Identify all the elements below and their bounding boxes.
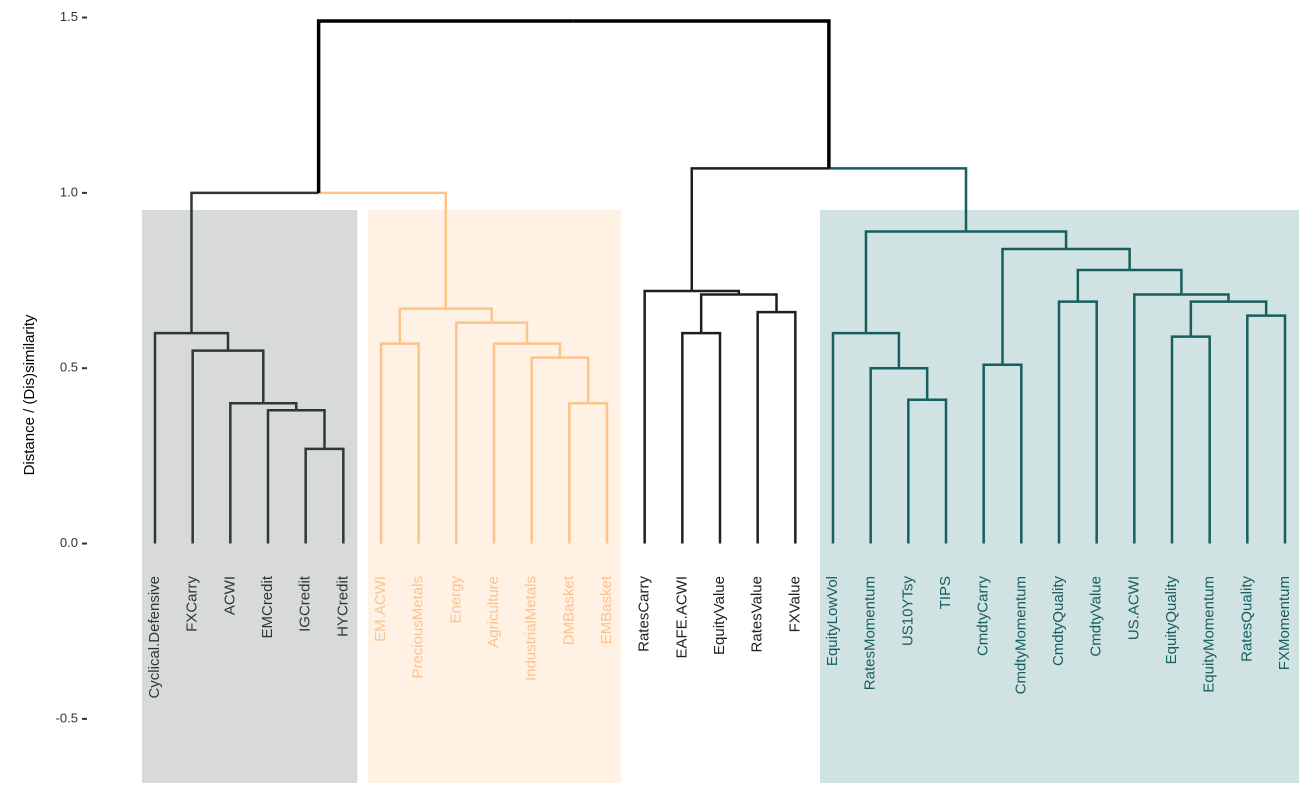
dendrogram-link [982, 363, 1003, 544]
dendrogram-link [690, 167, 829, 292]
leaf-label: EquityValue [711, 576, 728, 655]
dendrogram-link [756, 310, 777, 544]
dendrogram-link [966, 230, 1068, 249]
dendrogram-link [445, 307, 493, 323]
dendrogram-link [1181, 293, 1230, 302]
dendrogram-link [588, 402, 609, 544]
dendrogram-link [1228, 300, 1268, 316]
leaf-label: FXValue [786, 576, 803, 632]
dendrogram-link [681, 331, 702, 544]
leaf-label: IGCredit [297, 575, 314, 632]
dendrogram-link [1076, 268, 1130, 302]
leaf-label: US.ACWI [1125, 576, 1142, 640]
y-tick-label: 0.5 [60, 360, 78, 375]
dendrogram-link [491, 321, 529, 344]
leaf-label: RatesValue [749, 576, 766, 652]
dendrogram-link [573, 19, 831, 169]
dendrogram-link [266, 409, 297, 544]
dendrogram-link [701, 331, 722, 544]
dendrogram-link [699, 293, 739, 334]
leaf-label: EM.ACWI [372, 576, 389, 642]
dendrogram-link [398, 307, 446, 344]
leaf-label: FXMomentum [1276, 576, 1293, 670]
dendrogram-link [865, 331, 901, 369]
leaf-label: EquityQuality [1163, 576, 1180, 665]
dendrogram-link [1129, 268, 1183, 295]
leaf-label: RatesCarry [636, 576, 653, 652]
dendrogram-link [1189, 300, 1229, 337]
leaf-label: US10YTsy [899, 576, 916, 647]
dendrogram-link [691, 289, 741, 295]
dendrogram-link [559, 356, 590, 404]
dendrogram-link [1133, 293, 1182, 544]
leaf-label: TIPS [937, 576, 954, 609]
leaf-label: DMBasket [560, 575, 577, 645]
dendrogram-link [304, 447, 325, 544]
dendrogram-link [898, 366, 929, 400]
dendrogram-link [1246, 314, 1267, 544]
leaf-label: HYCredit [334, 575, 351, 637]
leaf-label: EquityLowVol [824, 576, 841, 666]
dendrogram-link [191, 349, 228, 544]
dendrogram-link [263, 402, 298, 411]
leaf-label: Agriculture [485, 576, 502, 648]
dendrogram-link [643, 289, 692, 544]
dendrogram-link [455, 321, 492, 544]
dendrogram-link [318, 191, 447, 309]
dendrogram-link [191, 331, 230, 351]
leaf-label: CmdtyCarry [975, 576, 992, 657]
y-tick-label: 1.5 [60, 9, 78, 24]
dendrogram-link [568, 402, 589, 544]
dendrogram-link [864, 230, 967, 334]
dendrogram-link [869, 366, 899, 544]
leaf-label: PreciousMetals [410, 576, 427, 679]
dendrogram-link [227, 349, 265, 404]
dendrogram-link [190, 191, 319, 334]
dendrogram-link [1066, 247, 1131, 271]
dendrogram-link [1170, 335, 1191, 544]
leaf-label: ACWI [221, 576, 238, 615]
dendrogram-link [229, 402, 264, 544]
leaf-label: EAFE.ACWI [673, 576, 690, 659]
dendrogram-link [1077, 300, 1098, 544]
dendrogram-link [379, 342, 400, 544]
dendrogram-link [831, 331, 866, 544]
dendrogram-link [526, 342, 562, 358]
dendrogram-link [153, 331, 192, 544]
dendrogram-link [927, 398, 948, 544]
dendrogram-link [1190, 335, 1211, 544]
y-axis-label: Distance / (Dis)similarity [21, 314, 38, 475]
leaf-label: CmdtyValue [1088, 576, 1105, 657]
dendrogram-link [907, 398, 928, 544]
dendrogram-link [738, 293, 778, 313]
dendrogram-link [776, 310, 797, 544]
leaf-label: EMBasket [598, 575, 615, 644]
leaf-label: IndustrialMetals [523, 576, 540, 681]
dendrogram-link [1002, 363, 1023, 544]
leaf-label: CmdtyQuality [1050, 576, 1067, 667]
dendrogram-link [1266, 314, 1287, 544]
leaf-label: CmdtyMomentum [1012, 576, 1029, 694]
leaf-label: EMCredit [259, 575, 276, 638]
leaf-label: Energy [447, 576, 464, 624]
dendrogram-link [492, 342, 527, 544]
dendrogram-link [316, 19, 574, 193]
dendrogram-link [324, 447, 345, 544]
dendrogram-link [296, 409, 326, 449]
leaf-label: RatesMomentum [862, 576, 879, 690]
leaf-label: RatesQuality [1238, 576, 1255, 662]
leaf-label: Cyclical.Defensive [146, 576, 163, 699]
dendrogram-link [399, 342, 420, 544]
dendrogram-link [1057, 300, 1078, 544]
dendrogram-link [1001, 247, 1067, 365]
y-tick-label: -0.5 [56, 710, 78, 725]
leaf-label: FXCarry [184, 576, 201, 632]
y-tick-label: 0.0 [60, 535, 78, 550]
leaf-label: EquityMomentum [1201, 576, 1218, 693]
y-tick-label: 1.0 [60, 184, 78, 199]
dendrogram-link [828, 167, 968, 232]
cluster-box [142, 210, 358, 783]
dendrogram-link [530, 356, 560, 544]
